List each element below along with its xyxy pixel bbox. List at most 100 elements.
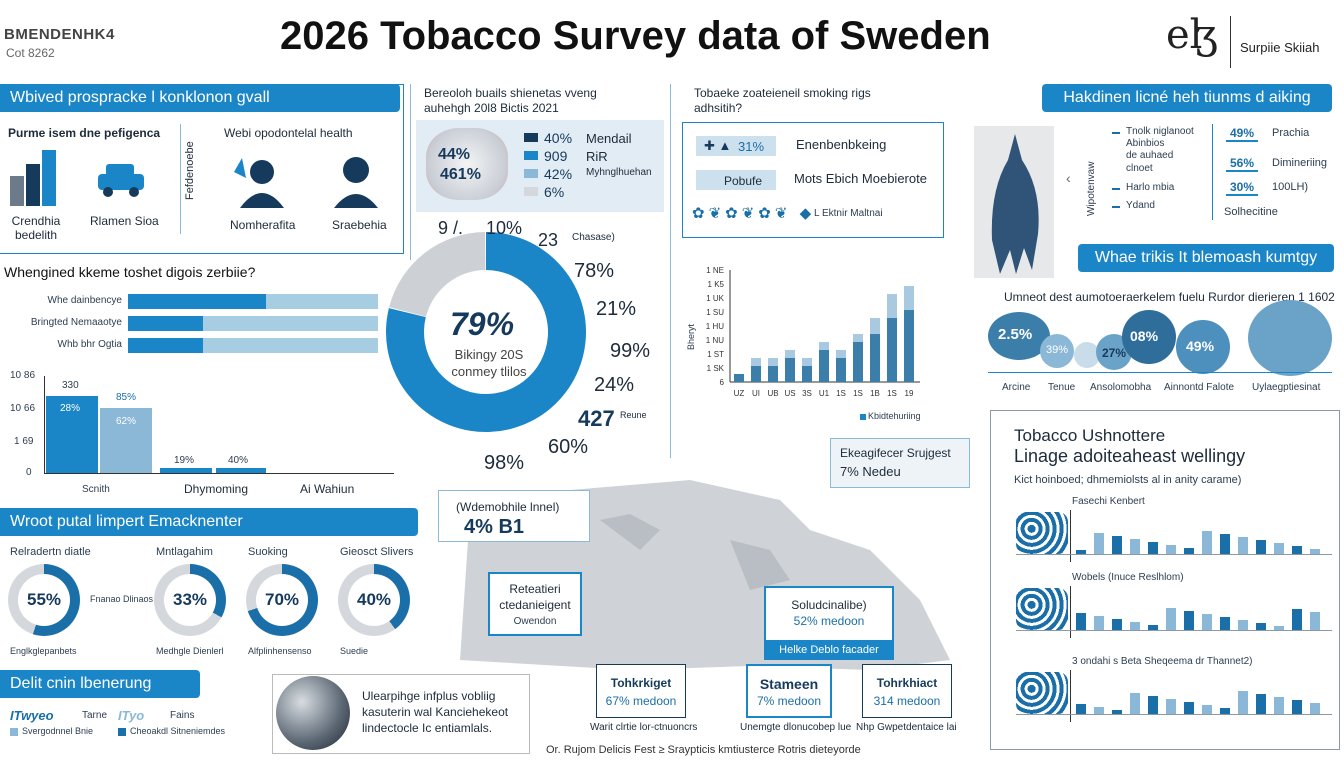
- hbar-label: Whe dainbencye: [47, 295, 123, 306]
- small-donut: 40%: [338, 564, 410, 636]
- rb-row-bar: [1166, 699, 1176, 714]
- small-donut-title: Relradertn diatle: [10, 546, 91, 558]
- small-donut-foot: Englkglepanbets: [10, 646, 77, 656]
- map-bottom-box: [746, 664, 832, 718]
- stacked-legend: Kbidtehuriing: [868, 411, 921, 421]
- footer-source: Or. Rujom Delicis Fest ≥ Sraypticis kmti…: [546, 744, 861, 756]
- right-mid-subheading: Umneot dest aumotoeraerkelem fuelu Rurdo…: [1004, 290, 1335, 304]
- rt-item: Ydand: [1126, 200, 1155, 211]
- rb-row-figure: [1016, 588, 1068, 630]
- bubble-cat-2: Tenue: [1048, 382, 1076, 393]
- panel1-divider: [180, 124, 181, 234]
- rb-row-bar: [1130, 622, 1140, 630]
- globe-text: Ulearpihge infplus vobliig kasuterin wal…: [362, 689, 509, 735]
- mid-legend-label: Myhnglhuehan: [586, 167, 652, 178]
- stacked-bar-segment: [870, 334, 880, 382]
- stacked-bar-segment: [904, 310, 914, 382]
- stacked-x-tick: UZ: [734, 389, 745, 398]
- rb-row-bar: [1220, 534, 1230, 554]
- vbar-cat-2: Dhymoming: [184, 482, 249, 496]
- y-tick-3: 1 69: [14, 436, 34, 447]
- legend-heading: Delit cnin lbenerung: [0, 670, 200, 698]
- stacked-y-tick: 1 NU: [706, 336, 724, 345]
- rt-item-dash: [1112, 132, 1120, 134]
- legend-swatch-2: [118, 728, 126, 736]
- small-donut-foot: Suedie: [340, 646, 369, 656]
- rb-row-figure: [1016, 512, 1068, 554]
- rb-row-bar: [1310, 549, 1320, 554]
- stacked-x-tick: 19: [905, 389, 914, 398]
- hbar-label: Bringted Nemaaotye: [30, 317, 122, 328]
- legend-foot-1: Svergodnnel Bnie: [22, 726, 94, 736]
- smoking-row2-text: Mots Ebich Moebierote: [794, 171, 927, 186]
- right-bottom-panel: [990, 410, 1340, 750]
- small-donut-title: Gieosct Slivers: [340, 546, 414, 558]
- logo-left-line2: Cot 8262: [6, 46, 55, 60]
- rb-row-bar: [1148, 696, 1158, 714]
- stacked-y-tick: 6: [720, 378, 725, 387]
- right-top-chevron[interactable]: ‹: [1066, 170, 1071, 186]
- rb-row-title: 3 ondahi s Beta Sheqeema dr Thannet2): [1072, 656, 1253, 667]
- bubble-5: [1122, 310, 1176, 364]
- stacked-bar-segment: [734, 374, 744, 382]
- rb-row-bar: [1076, 550, 1086, 554]
- stacked-x-tick: 1S: [836, 389, 846, 398]
- rt-item: Abinbios: [1126, 138, 1165, 149]
- map-bottom-box: [862, 664, 952, 718]
- small-donut-value: 33%: [164, 574, 216, 626]
- vbar-label-2: 28%: [60, 403, 81, 414]
- rb-row-bar: [1220, 617, 1230, 630]
- rb-row-bar: [1112, 619, 1122, 630]
- legend-foot-2: Cheoakdl Sitneniemdes: [130, 726, 226, 736]
- mid-legend-swatch: [524, 187, 538, 196]
- stacked-y-tick: 1 K5: [708, 280, 725, 289]
- small-donut: 33%: [154, 564, 226, 636]
- stacked-x-tick: 3S: [802, 389, 812, 398]
- vbar-label-4: 62%: [116, 416, 137, 427]
- rb-row-bar: [1256, 694, 1266, 714]
- stacked-bar-segment: [853, 342, 863, 382]
- rt-pct-label: 100LH): [1272, 181, 1309, 193]
- page-title: 2026 Tobacco Survey data of Sweden: [280, 14, 991, 58]
- mid-legend-swatch: [524, 169, 538, 178]
- legend-item-4: Fains: [170, 710, 195, 721]
- donut-lbl-10: Reune: [620, 410, 647, 420]
- bubble-cat-1: Arcine: [1002, 382, 1031, 393]
- small-donut-foot: Medhgle Dienlerl: [156, 646, 224, 656]
- bubble-label-1: 2.5%: [998, 326, 1033, 343]
- right-bottom-title2: Linage adoiteaheast wellingy: [1014, 446, 1246, 466]
- rb-row-axis: [1070, 670, 1071, 722]
- globe-icon: [276, 676, 350, 750]
- stacked-bar-segment: [819, 350, 829, 382]
- mid-legend-label: Mendail: [586, 131, 632, 146]
- right-mid-baseline: [988, 372, 1332, 373]
- rb-row-bar: [1094, 707, 1104, 714]
- map-bottom-box-value: 314 medoon: [873, 694, 941, 708]
- smoking-row3-text: L Ektnir Maltnai: [814, 208, 883, 219]
- rt-item-dash: [1112, 188, 1120, 190]
- map-bottom-box-value: 7% medoon: [756, 694, 822, 708]
- globe-box: [272, 674, 530, 754]
- map-callout-2-line2: 7% Nedeu: [840, 464, 901, 479]
- logo-right-text: Surpiie Skiiah: [1240, 40, 1320, 55]
- cloak-icon: [980, 130, 1050, 276]
- health-sub2: Webi opodontelal health: [224, 126, 353, 140]
- rb-row-bar: [1292, 546, 1302, 554]
- rb-row-bar: [1148, 625, 1158, 630]
- stacked-bar-segment: [819, 342, 829, 350]
- donut-lbl-6: 21%: [596, 298, 637, 320]
- donut-lbl-3: 23: [538, 230, 559, 250]
- bubble-label-5: 49%: [1186, 338, 1215, 354]
- stacked-bar-segment: [870, 318, 880, 334]
- mid-top-heading: Bereoloh buails shienetas vveng auhehgh …: [424, 86, 597, 115]
- map-bottom-box-value: 67% medoon: [605, 694, 677, 708]
- map-box-2-line1: Soludcinalibe): [791, 598, 867, 612]
- rt-item-dash: [1112, 206, 1120, 208]
- stacked-y-tick: 1 SU: [706, 308, 724, 317]
- health-label-4: Sraebehia: [332, 218, 387, 232]
- map-bottom-box-foot: Nhp Gwpetdentaice lai: [856, 722, 957, 733]
- stacked-bar-segment: [836, 358, 846, 382]
- rb-row-bar: [1238, 620, 1248, 630]
- rb-row-title: Fasechi Kenbert: [1072, 496, 1145, 507]
- small-donut-foot: Alfplinhensenso: [248, 646, 312, 656]
